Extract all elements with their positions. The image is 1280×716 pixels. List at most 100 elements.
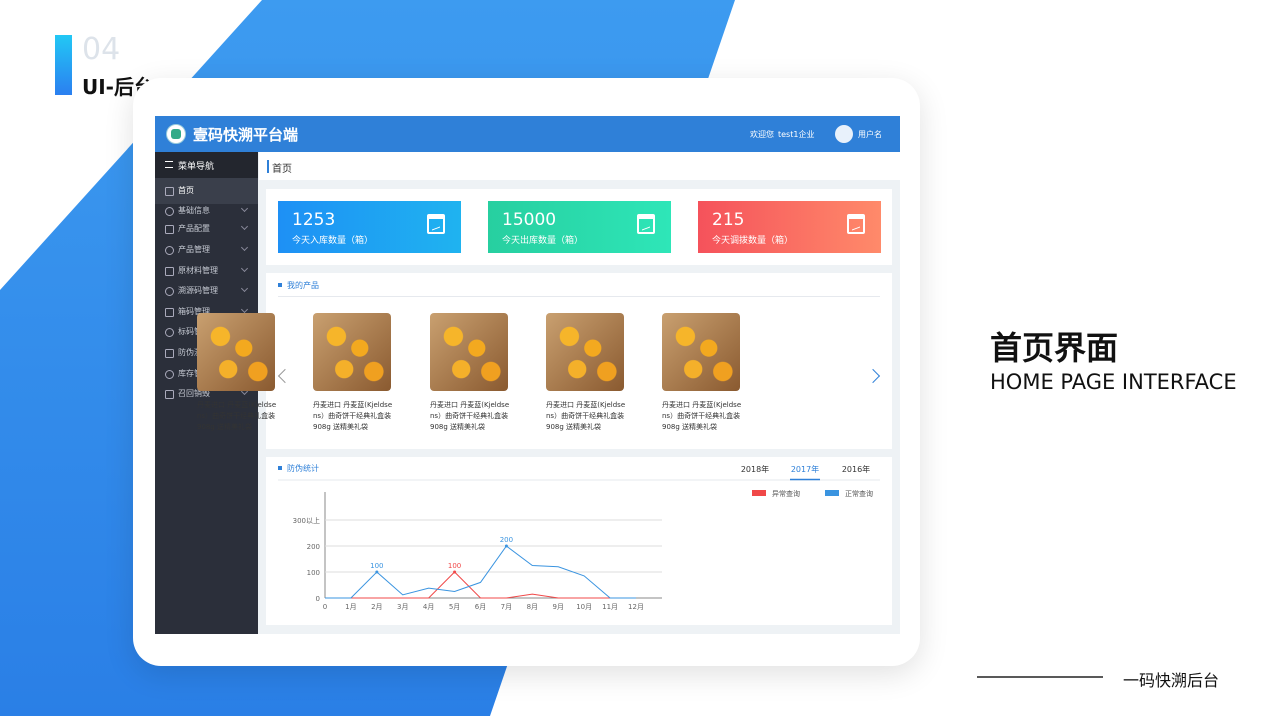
- menu-label: 溯源码管理: [178, 286, 218, 295]
- chevron: [240, 305, 249, 314]
- legend-swatch: [825, 490, 839, 496]
- menu-label: 召回销毁: [178, 389, 210, 398]
- app-screen: 壹码快溯平台端 欢迎您 test1企业 用户名 菜单导航 首页基础信息产品配置产…: [155, 116, 900, 634]
- menu-item[interactable]: 标码管理: [155, 322, 258, 342]
- calendar-line: [852, 222, 860, 231]
- x-tick-label: 0: [323, 603, 327, 611]
- product-image[interactable]: [546, 313, 624, 391]
- products-panel: 我的产品 丹麦进口 丹麦蓝(Kjeldsens）曲奇饼干经典礼盒装908g 送精…: [197, 273, 892, 449]
- app-header: 壹码快溯平台端 欢迎您 test1企业 用户名: [155, 116, 900, 152]
- x-tick-label: 10月: [576, 603, 592, 611]
- welcome: 欢迎您: [750, 130, 774, 139]
- heading: 首页界面: [990, 329, 1119, 367]
- menu-item[interactable]: 箱码管理: [155, 302, 258, 322]
- y-tick-label: 0: [316, 595, 320, 603]
- stat-card: 15000 今天出库数量（箱）: [488, 201, 671, 253]
- chevron: [240, 243, 249, 252]
- product-image[interactable]: [313, 313, 391, 391]
- menu-header: 菜单导航: [155, 152, 258, 178]
- x-tick-label: 9月: [553, 603, 564, 611]
- calendar-line: [642, 222, 650, 231]
- year-tab[interactable]: 2016年: [842, 464, 870, 474]
- stat-value: 1253: [292, 210, 336, 230]
- prev-arrow[interactable]: [277, 368, 293, 384]
- menu-label: 箱码管理: [178, 307, 210, 316]
- menu-item[interactable]: 原材料管理: [155, 261, 258, 281]
- data-label: 200: [500, 536, 513, 544]
- heading-en: HOME PAGE INTERFACE: [990, 370, 1237, 394]
- menu-icon: [165, 287, 174, 296]
- product-name[interactable]: 丹麦进口 丹麦蓝(Kjeldsens）曲奇饼干经典礼盒装908g 送精美礼袋: [546, 401, 626, 431]
- year-tab[interactable]: 2017年: [791, 464, 819, 474]
- title-marker: [278, 466, 282, 470]
- menu-icon: [165, 225, 174, 234]
- chart-title: 防伪统计: [287, 463, 319, 473]
- chevron: [240, 284, 249, 293]
- menu-icon: [165, 187, 174, 196]
- menu-item[interactable]: 首页: [155, 178, 258, 204]
- menu-label: 产品管理: [178, 245, 210, 254]
- chevron: [240, 264, 249, 273]
- legend-swatch: [752, 490, 766, 496]
- calendar-icon: [637, 214, 655, 234]
- user-name[interactable]: 用户名: [858, 130, 882, 139]
- x-tick-label: 5月: [449, 603, 460, 611]
- product-name[interactable]: 丹麦进口 丹麦蓝(Kjeldsens）曲奇饼干经典礼盒装908g 送精美礼袋: [430, 401, 510, 431]
- menu-label: 防伪溯源: [178, 348, 210, 357]
- product-image[interactable]: [430, 313, 508, 391]
- x-tick-label: 12月: [628, 603, 644, 611]
- y-tick-label: 300以上: [293, 516, 320, 525]
- sidebar: 菜单导航 首页基础信息产品配置产品管理原材料管理溯源码管理箱码管理标码管理防伪溯…: [155, 152, 258, 634]
- menu-item[interactable]: 产品配置: [155, 219, 258, 239]
- panel-title: 我的产品: [287, 281, 319, 290]
- series-line: [325, 571, 636, 599]
- avatar[interactable]: [835, 125, 853, 143]
- stat-card: 1253 今天入库数量（箱）: [278, 201, 461, 253]
- menu-item[interactable]: 库存管理: [155, 364, 258, 384]
- breadcrumb[interactable]: 首页: [272, 164, 292, 175]
- year-tab[interactable]: 2018年: [741, 464, 769, 474]
- stat-value: 215: [712, 210, 745, 230]
- point: [504, 544, 508, 548]
- menu-label: 产品配置: [178, 224, 210, 233]
- data-label: 100: [448, 562, 461, 570]
- legend-label: 异常查询: [772, 489, 800, 498]
- legend-label: 正常查询: [845, 489, 873, 498]
- y-tick-label: 200: [307, 543, 320, 551]
- x-tick-label: 1月: [345, 603, 356, 611]
- menu-item[interactable]: 产品管理: [155, 240, 258, 260]
- menu-item[interactable]: 召回销毁: [155, 384, 258, 404]
- stat-label: 今天调拨数量（箱）: [712, 236, 794, 246]
- product-name[interactable]: 丹麦进口 丹麦蓝(Kjeldsens）曲奇饼干经典礼盒装908g 送精美礼袋: [197, 401, 277, 431]
- menu-icon: [165, 246, 174, 255]
- menu-label: 标码管理: [178, 327, 210, 336]
- menu-label: 库存管理: [178, 369, 210, 378]
- menu-item[interactable]: 防伪溯源: [155, 343, 258, 363]
- data-label: 100: [370, 562, 383, 570]
- stats-panel: 1253 今天入库数量（箱） 15000 今天出库数量（箱） 215 今天调拨数量（箱）: [266, 189, 892, 265]
- menu-item[interactable]: 溯源码管理: [155, 281, 258, 301]
- menu-icon: [165, 308, 174, 317]
- product-image[interactable]: [662, 313, 740, 391]
- menu-icon: [165, 370, 174, 379]
- product-image[interactable]: [197, 313, 275, 391]
- x-tick-label: 6月: [475, 603, 486, 611]
- menu-icon: [165, 328, 174, 337]
- menu-title: 菜单导航: [178, 162, 215, 172]
- product-name[interactable]: 丹麦进口 丹麦蓝(Kjeldsens）曲奇饼干经典礼盒装908g 送精美礼袋: [662, 401, 742, 431]
- chevron: [240, 222, 249, 231]
- chart-panel: [266, 457, 892, 625]
- calendar-icon: [427, 214, 445, 234]
- stat-label: 今天出库数量（箱）: [502, 236, 584, 246]
- next-arrow[interactable]: [865, 368, 881, 384]
- breadcrumb-bar: 首页: [259, 152, 900, 180]
- app-name: 壹码快溯平台端: [193, 126, 299, 144]
- menu-label: 基础信息: [178, 206, 210, 215]
- product-name[interactable]: 丹麦进口 丹麦蓝(Kjeldsens）曲奇饼干经典礼盒装908g 送精美礼袋: [313, 401, 393, 431]
- footer: 一码快溯后台: [1123, 671, 1220, 690]
- menu-item[interactable]: 基础信息: [155, 201, 258, 221]
- menu-icon: [165, 161, 173, 168]
- stat-card: 215 今天调拨数量（箱）: [698, 201, 881, 253]
